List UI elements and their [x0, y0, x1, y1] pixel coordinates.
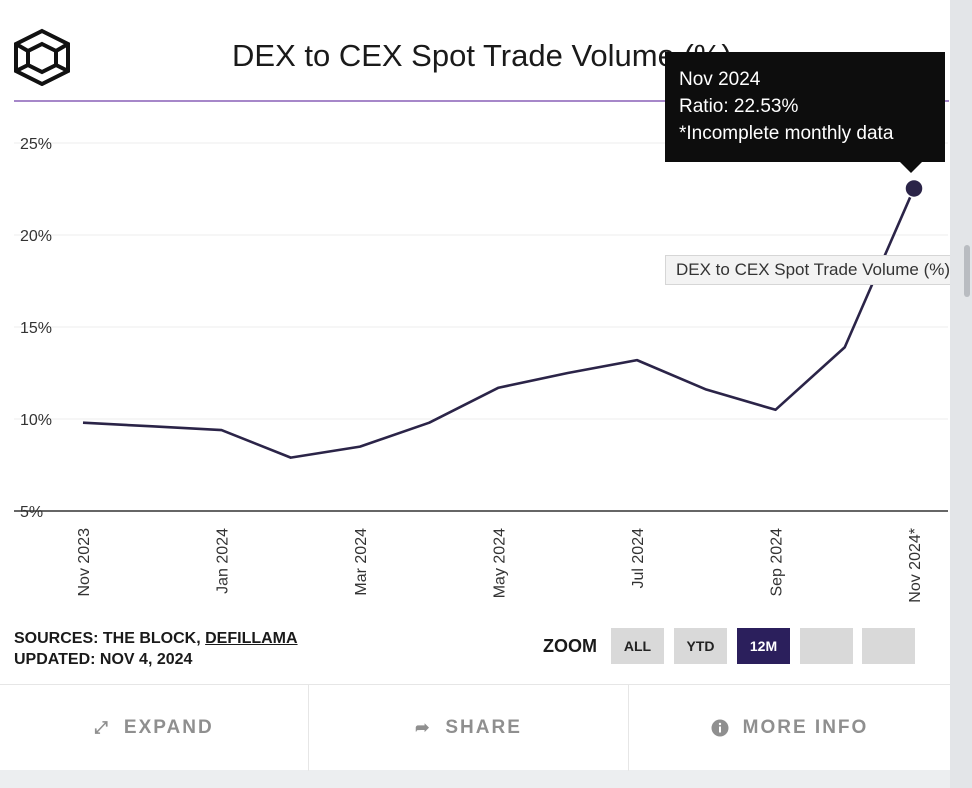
highlighted-data-point [904, 178, 924, 199]
y-tick-label: 15% [20, 320, 52, 337]
series-hover-label: DEX to CEX Spot Trade Volume (%) [665, 255, 965, 285]
zoom-all-button[interactable]: ALL [611, 628, 664, 664]
x-tick-label: Sep 2024 [769, 528, 786, 597]
x-tick-label: Jul 2024 [630, 528, 647, 589]
chart-card: DEX to CEX Spot Trade Volume (%) 25% 20% 1… [0, 0, 965, 771]
zoom-12m-button[interactable]: 12M [737, 628, 790, 664]
footer-divider [308, 685, 309, 771]
expand-label: EXPAND [123, 717, 214, 738]
title-divider [14, 100, 949, 102]
series-line [82, 187, 916, 459]
tooltip-date: Nov 2024 [679, 69, 761, 90]
y-tick-label: 20% [20, 228, 52, 245]
the-block-logo-icon [14, 28, 70, 86]
defillama-link[interactable]: DEFILLAMA [205, 630, 298, 647]
chart-tooltip: Nov 2024 Ratio: 22.53% *Incomplete month… [665, 52, 945, 162]
share-arrow-icon: ➦ [415, 718, 432, 737]
share-label: SHARE [445, 717, 522, 738]
zoom-extra-button-2[interactable] [862, 628, 915, 664]
y-tick-label: 5% [20, 504, 43, 521]
sources-line: SOURCES: THE BLOCK, DEFILLAMA [14, 628, 298, 649]
x-tick-label: Nov 2024* [907, 528, 924, 603]
tooltip-note: *Incomplete monthly data [679, 123, 894, 144]
x-tick-label: Nov 2023 [76, 528, 93, 597]
tooltip-ratio: Ratio: 22.53% [679, 96, 799, 117]
sources-block: SOURCES: THE BLOCK, DEFILLAMA UPDATED: N… [14, 628, 298, 670]
zoom-extra-button-1[interactable] [800, 628, 853, 664]
tooltip-arrow [900, 162, 922, 173]
more-info-label: MORE INFO [742, 717, 869, 738]
zoom-ytd-button[interactable]: YTD [674, 628, 727, 664]
info-icon [711, 719, 729, 737]
expand-arrows-icon: ⤢ [94, 718, 110, 737]
y-tick-label: 10% [20, 412, 52, 429]
chart-title: DEX to CEX Spot Trade Volume (%) [232, 38, 732, 73]
updated-line: UPDATED: NOV 4, 2024 [14, 651, 193, 668]
page-scrollbar[interactable] [950, 0, 972, 788]
expand-button[interactable]: ⤢ EXPAND [0, 685, 308, 771]
more-info-button[interactable]: MORE INFO [629, 685, 950, 771]
footer-toolbar: ⤢ EXPAND ➦ SHARE MORE INFO [0, 684, 950, 771]
scrollbar-thumb[interactable] [964, 245, 970, 297]
x-tick-label: Jan 2024 [215, 528, 232, 594]
share-button[interactable]: ➦ SHARE [309, 685, 628, 771]
x-tick-label: May 2024 [492, 528, 509, 598]
x-tick-label: Mar 2024 [353, 528, 370, 596]
sources-prefix: SOURCES: THE BLOCK, [14, 630, 206, 647]
footer-divider [628, 685, 629, 771]
y-tick-label: 25% [20, 136, 52, 153]
zoom-label: ZOOM [543, 636, 597, 656]
